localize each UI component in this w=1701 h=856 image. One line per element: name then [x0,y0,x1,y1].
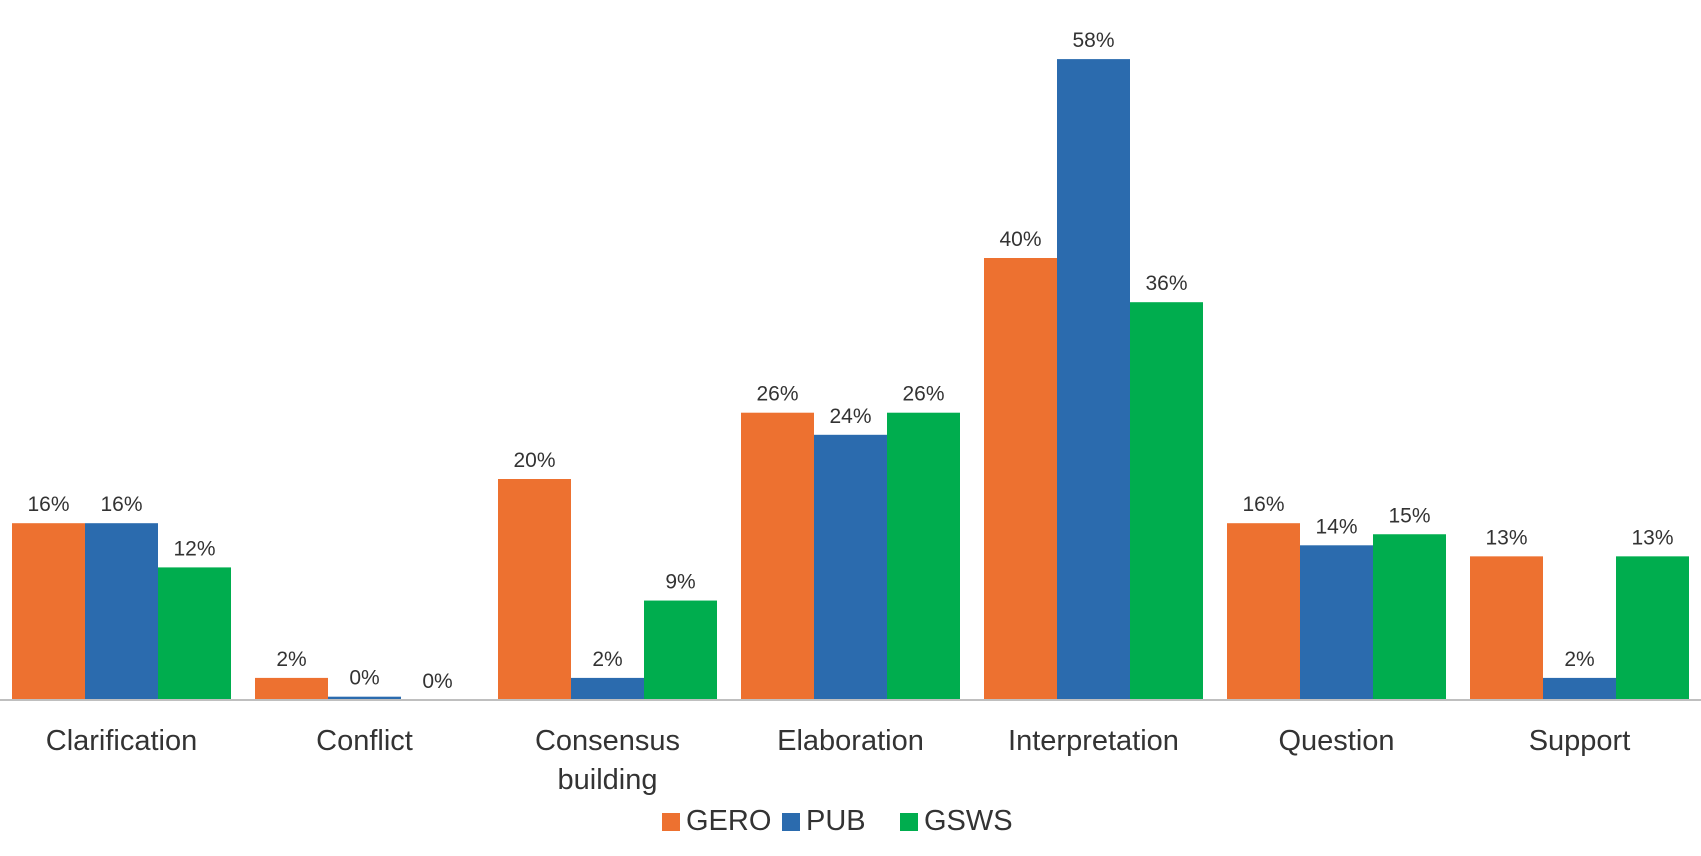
value-label-gsws-6: 13% [1631,526,1673,549]
bars-group [12,59,1689,701]
bar-pub-2 [571,677,644,700]
value-label-pub-5: 14% [1315,515,1357,538]
value-label-gsws-5: 15% [1388,504,1430,527]
bar-gero-4 [984,258,1057,700]
legend: GERO PUB GSWS [662,805,1013,837]
bar-pub-3 [814,434,887,700]
bar-pub-5 [1300,545,1373,700]
bar-pub-1 [328,696,401,700]
category-label-3-line-0: Elaboration [777,725,924,757]
bar-gero-5 [1227,523,1300,700]
value-label-gero-3: 26% [756,383,798,406]
value-label-gero-5: 16% [1242,493,1284,516]
value-label-pub-6: 2% [1564,648,1594,671]
category-label-0-line-0: Clarification [46,725,198,757]
value-labels-group: 16% 16% 12% 2% 0% 0% 20% 2% 9% 26% 24% 26% 40% 58% 36%… [27,29,1673,693]
value-label-gsws-2: 9% [665,571,695,594]
bar-pub-0 [85,523,158,700]
value-label-gero-1: 2% [276,648,306,671]
category-label-1-line-0: Conflict [316,725,413,757]
bar-gsws-5 [1373,534,1446,700]
bar-gero-3 [741,412,814,700]
category-label-2-line-0: Consensus [535,725,680,757]
value-label-pub-2: 2% [592,648,622,671]
bar-pub-6 [1543,677,1616,700]
bar-gsws-3 [887,412,960,700]
category-label-6-line-0: Support [1529,725,1631,757]
category-label-2-line-1: building [558,764,658,796]
value-label-pub-3: 24% [829,405,871,428]
legend-swatch-pub [782,813,800,831]
legend-label-gsws: GSWS [924,805,1013,837]
legend-swatch-gero [662,813,680,831]
bar-gero-1 [255,677,328,700]
value-label-pub-0: 16% [100,493,142,516]
value-label-gsws-4: 36% [1145,272,1187,295]
legend-label-gero: GERO [686,805,771,837]
value-label-gsws-0: 12% [173,537,215,560]
value-label-gsws-3: 26% [902,383,944,406]
value-label-pub-1: 0% [349,667,379,690]
value-label-gero-2: 20% [513,449,555,472]
bar-gero-0 [12,523,85,700]
value-label-gero-4: 40% [999,228,1041,251]
bar-gsws-0 [158,567,231,700]
bar-gsws-4 [1130,302,1203,700]
bar-gero-6 [1470,556,1543,700]
bar-gero-2 [498,479,571,700]
bar-gsws-2 [644,600,717,700]
category-label-5-line-0: Question [1278,725,1394,757]
bar-gsws-6 [1616,556,1689,700]
category-label-4-line-0: Interpretation [1008,725,1179,757]
value-label-gero-6: 13% [1485,526,1527,549]
legend-swatch-gsws [900,813,918,831]
legend-label-pub: PUB [806,805,866,837]
bar-pub-4 [1057,59,1130,701]
value-label-gero-0: 16% [27,493,69,516]
value-label-gsws-1: 0% [422,670,452,693]
value-label-pub-4: 58% [1072,29,1114,52]
category-labels-group: Clarification Conflict Consensus building El… [46,725,1631,796]
